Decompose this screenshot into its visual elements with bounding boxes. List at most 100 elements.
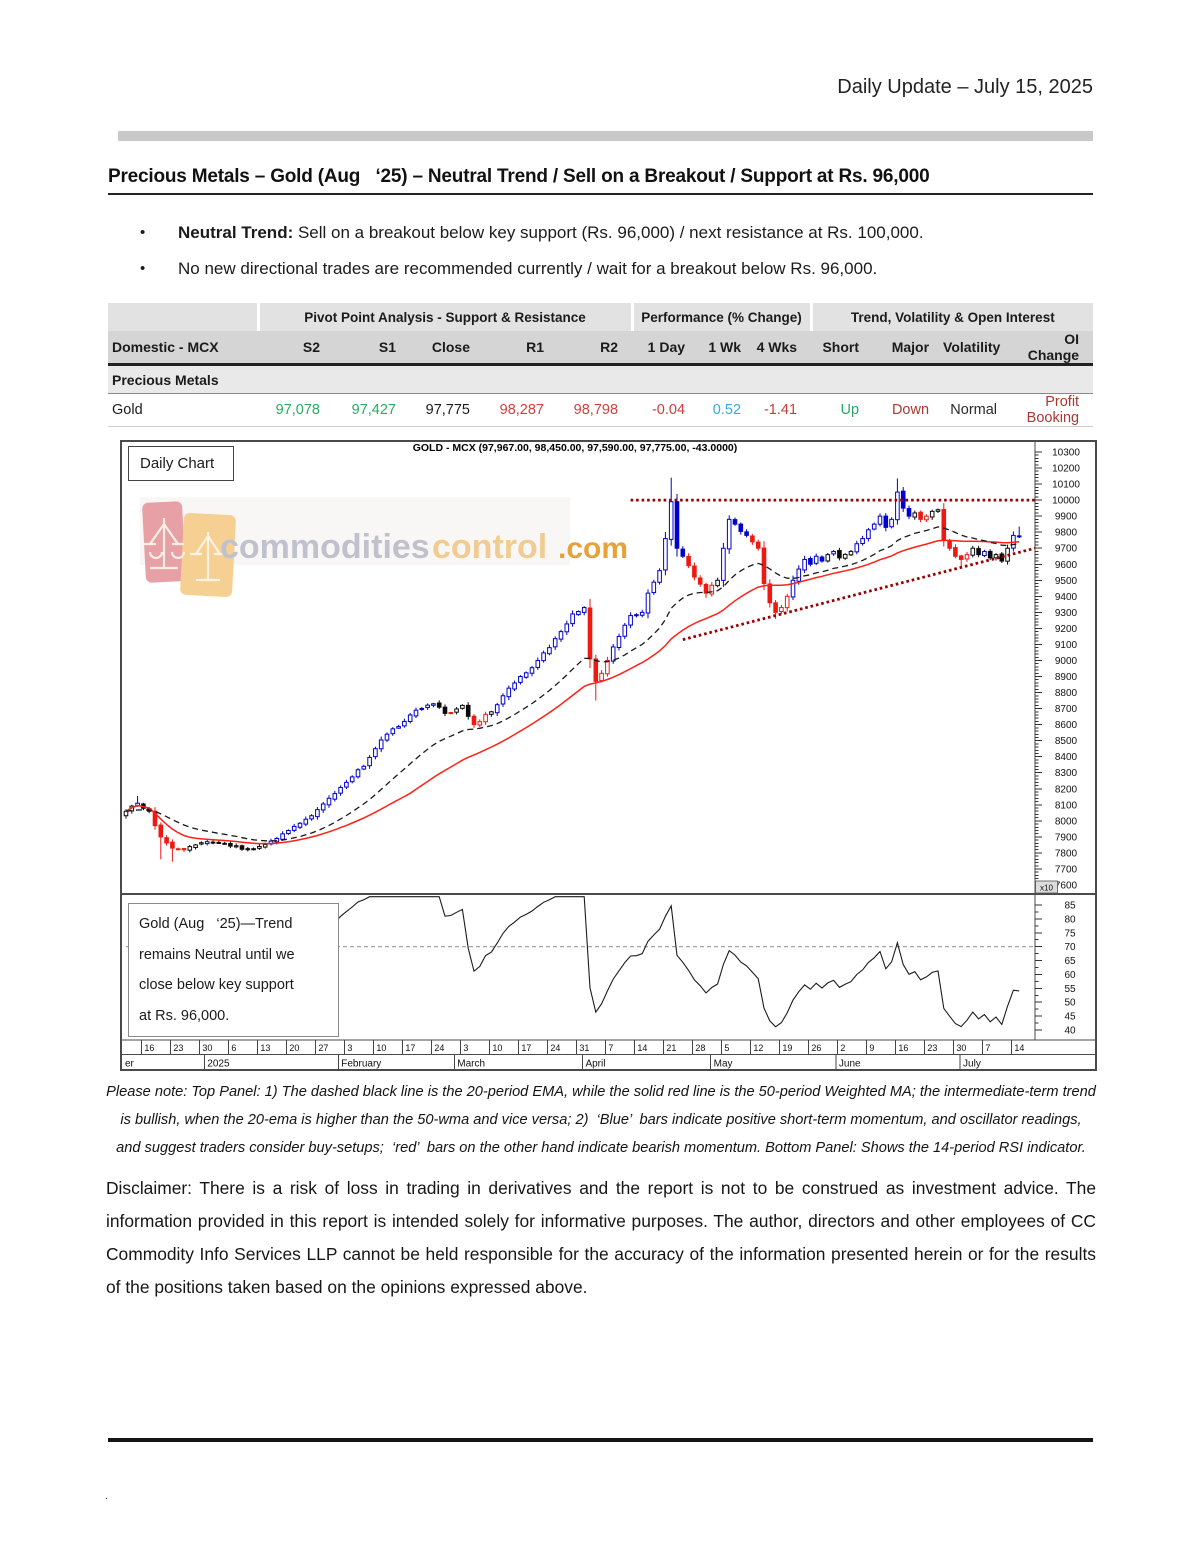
svg-text:April: April	[585, 1059, 605, 1070]
svg-text:45: 45	[1064, 1012, 1076, 1023]
svg-text:8300: 8300	[1055, 768, 1078, 779]
svg-text:7600: 7600	[1055, 881, 1078, 892]
chart-inset-annotation: Gold (Aug ‘25)—Trend remains Neutral unt…	[128, 903, 339, 1037]
svg-text:70: 70	[1064, 942, 1076, 953]
svg-text:27: 27	[318, 1043, 328, 1053]
svg-text:7800: 7800	[1055, 848, 1078, 859]
price-chart-svg: GOLD - MCX (97,967.00, 98,450.00, 97,590…	[120, 440, 1097, 1071]
svg-text:17: 17	[405, 1043, 415, 1053]
col-r1: R1	[484, 331, 558, 366]
svg-text:7900: 7900	[1055, 832, 1078, 843]
group-header-performance: Performance (% Change)	[630, 303, 812, 331]
svg-text:9300: 9300	[1055, 608, 1078, 619]
svg-text:9100: 9100	[1055, 640, 1078, 651]
group-header-trend: Trend, Volatility & Open Interest	[809, 303, 1094, 331]
bullet-marker: •	[140, 260, 146, 277]
svg-text:8700: 8700	[1055, 704, 1078, 715]
section-title: Precious Metals – Gold (Aug ‘25) – Neutr…	[108, 166, 1093, 195]
svg-text:9200: 9200	[1055, 624, 1078, 635]
svg-text:26: 26	[811, 1043, 821, 1053]
svg-text:10100: 10100	[1052, 480, 1080, 491]
disclaimer-text: Disclaimer: There is a risk of loss in t…	[106, 1178, 1096, 1297]
cell-r1: 98,287	[484, 393, 558, 427]
svg-text:3: 3	[347, 1043, 352, 1053]
svg-text:16: 16	[898, 1043, 908, 1053]
svg-text:7700: 7700	[1055, 864, 1078, 875]
svg-text:9700: 9700	[1055, 544, 1078, 555]
inset-line: Gold (Aug ‘25)—Trend	[139, 916, 293, 932]
svg-text:9000: 9000	[1055, 656, 1078, 667]
bullet-marker: •	[140, 224, 146, 241]
col-oi-change: OI Change	[1011, 331, 1094, 366]
cell-oi-change: Profit Booking	[1011, 393, 1094, 427]
table-column-header-row: Domestic - MCX S2 S1 Close R1 R2 1 Day 1…	[108, 331, 1094, 366]
svg-text:14: 14	[637, 1043, 647, 1053]
section-row-label: Precious Metals	[108, 364, 1094, 394]
svg-text:GOLD - MCX (97,967.00, 98,450.: GOLD - MCX (97,967.00, 98,450.00, 97,590…	[413, 442, 738, 454]
svg-text:8600: 8600	[1055, 720, 1078, 731]
bullet-list: • Neutral Trend: Sell on a breakout belo…	[140, 222, 1070, 294]
svg-text:20: 20	[289, 1043, 299, 1053]
cell-4wks: -1.41	[755, 393, 812, 427]
svg-text:7: 7	[608, 1043, 613, 1053]
svg-text:19: 19	[782, 1043, 792, 1053]
chart-footnote: Please note: Top Panel: 1) The dashed bl…	[105, 1078, 1097, 1162]
svg-text:er: er	[125, 1059, 135, 1070]
header-divider-bar	[118, 131, 1093, 141]
svg-text:85: 85	[1064, 901, 1076, 912]
svg-text:10000: 10000	[1052, 496, 1080, 507]
svg-text:commodities: commodities	[220, 528, 430, 566]
svg-text:65: 65	[1064, 956, 1076, 967]
footer-dot: .	[105, 1490, 109, 1502]
svg-text:30: 30	[956, 1043, 966, 1053]
svg-text:75: 75	[1064, 928, 1076, 939]
svg-text:23: 23	[927, 1043, 937, 1053]
col-4wks: 4 Wks	[755, 331, 812, 366]
col-s2: S2	[258, 331, 334, 366]
svg-text:6: 6	[231, 1043, 236, 1053]
cell-short-trend: Up	[811, 393, 874, 427]
svg-text:12: 12	[753, 1043, 763, 1053]
svg-text:8200: 8200	[1055, 784, 1078, 795]
svg-text:9600: 9600	[1055, 560, 1078, 571]
col-major: Major	[873, 331, 944, 366]
cell-commodity: Gold	[108, 393, 258, 427]
svg-text:30: 30	[202, 1043, 212, 1053]
svg-text:40: 40	[1064, 1026, 1076, 1037]
bullet-item: • Neutral Trend: Sell on a breakout belo…	[140, 222, 1070, 243]
cell-volatility: Normal	[943, 393, 1012, 427]
footnote-line: is bullish, when the 20-ema is higher th…	[120, 1112, 1082, 1128]
svg-text:10: 10	[492, 1043, 502, 1053]
table-section-row: Precious Metals	[108, 364, 1094, 394]
svg-text:9800: 9800	[1055, 528, 1078, 539]
svg-text:9900: 9900	[1055, 512, 1078, 523]
svg-text:9400: 9400	[1055, 592, 1078, 603]
svg-text:50: 50	[1064, 998, 1076, 1009]
svg-text:24: 24	[434, 1043, 444, 1053]
cell-r2: 98,798	[558, 393, 633, 427]
svg-text:8500: 8500	[1055, 736, 1078, 747]
svg-text:5: 5	[724, 1043, 729, 1053]
svg-text:9: 9	[869, 1043, 874, 1053]
bottom-rule	[108, 1438, 1093, 1442]
svg-text:9500: 9500	[1055, 576, 1078, 587]
daily-chart: GOLD - MCX (97,967.00, 98,450.00, 97,590…	[120, 440, 1097, 1072]
cell-s1: 97,427	[334, 393, 410, 427]
col-short: Short	[811, 331, 874, 366]
col-1day: 1 Day	[632, 331, 700, 366]
svg-text:June: June	[839, 1059, 861, 1070]
svg-text:31: 31	[579, 1043, 589, 1053]
svg-text:8100: 8100	[1055, 800, 1078, 811]
footnote-line: and suggest traders consider buy-setups;…	[116, 1140, 1086, 1156]
pivot-analysis-table: Pivot Point Analysis - Support & Resista…	[108, 303, 1094, 427]
svg-text:14: 14	[1014, 1043, 1024, 1053]
table-row: Gold 97,078 97,427 97,775 98,287 98,798 …	[108, 393, 1094, 427]
svg-text:February: February	[341, 1059, 381, 1070]
svg-text:17: 17	[521, 1043, 531, 1053]
svg-text:10200: 10200	[1052, 464, 1080, 475]
footnote-line: Please note: Top Panel: 1) The dashed bl…	[106, 1084, 1096, 1100]
bullet-item: • No new directional trades are recommen…	[140, 258, 1070, 279]
inset-line: close below key support	[139, 977, 294, 993]
svg-text:.com: .com	[558, 532, 628, 565]
svg-text:16: 16	[144, 1043, 154, 1053]
